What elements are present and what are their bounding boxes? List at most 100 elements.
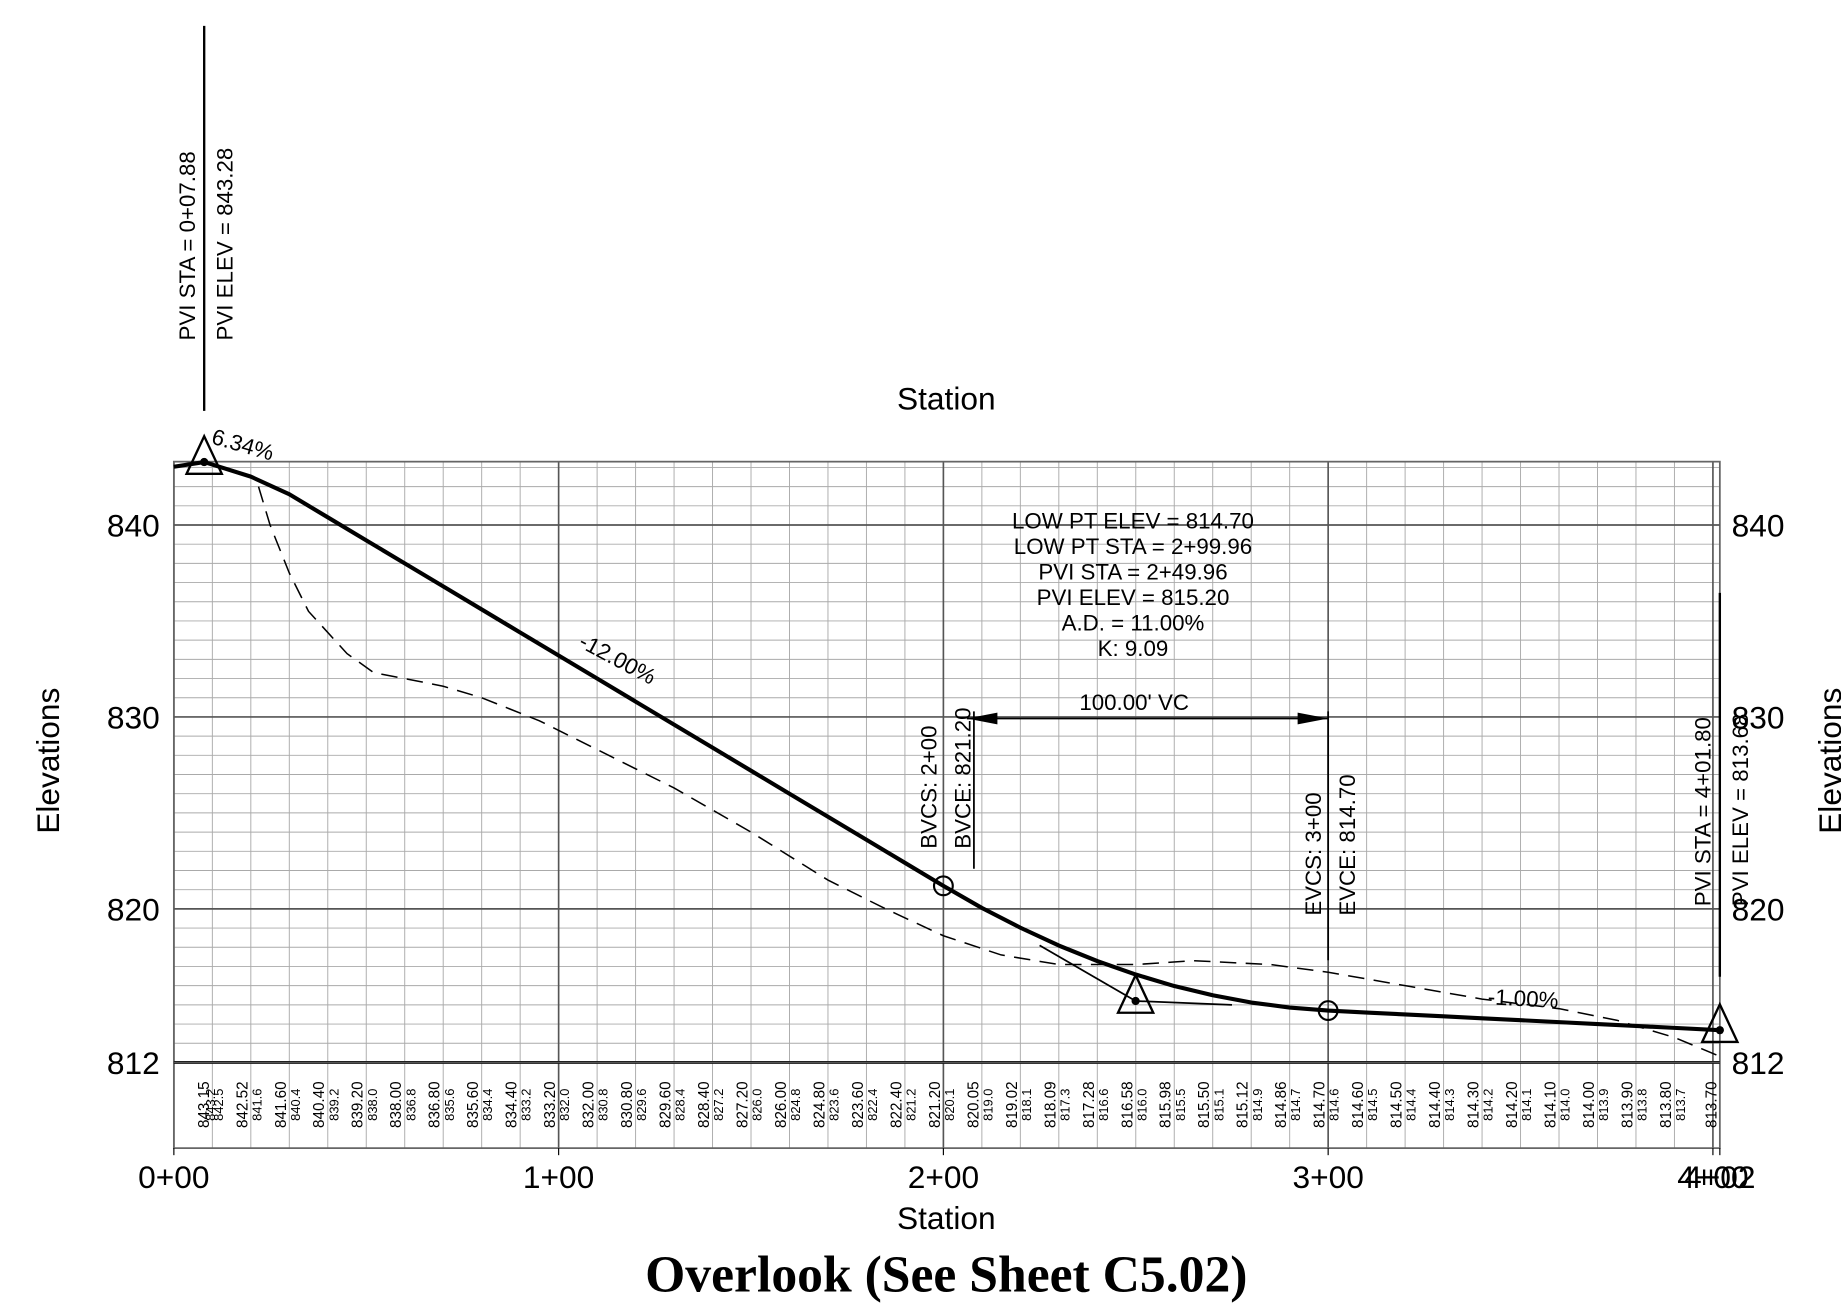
- evc-label: EVCE: 814.70: [1335, 774, 1360, 915]
- pvi-triangle: [1116, 972, 1156, 1014]
- existing-elev: 841.6: [249, 1089, 264, 1121]
- existing-elev: 818.1: [1019, 1089, 1034, 1121]
- existing-elev: 829.6: [634, 1089, 649, 1121]
- existing-elev: 839.2: [326, 1089, 341, 1121]
- y-tick-label: 830: [1732, 700, 1785, 736]
- proposed-elev: 823.60: [850, 1081, 867, 1128]
- proposed-elev: 834.40: [504, 1081, 521, 1128]
- proposed-elev: 814.10: [1542, 1081, 1559, 1128]
- existing-elev: 822.4: [865, 1089, 880, 1121]
- pvi-dot: [200, 457, 209, 467]
- y-tick-label: 820: [1732, 892, 1785, 928]
- left-axis-label: Elevations: [30, 688, 66, 834]
- y-tick-label: 840: [1732, 508, 1785, 544]
- grade-label: 6.34%: [209, 424, 277, 466]
- proposed-elev: 820.05: [965, 1081, 982, 1128]
- pvi-label: PVI ELEV = 843.28: [212, 148, 237, 341]
- y-tick-label: 830: [107, 700, 160, 736]
- proposed-elev: 817.28: [1081, 1081, 1098, 1128]
- tangent: [1135, 1000, 1232, 1006]
- proposed-elev: 841.60: [273, 1081, 290, 1128]
- existing-elev: 817.3: [1057, 1089, 1072, 1121]
- curve-info: A.D. = 11.00%: [1062, 611, 1205, 636]
- proposed-elev: 835.60: [465, 1081, 482, 1128]
- x-tick-label: 2+00: [908, 1159, 979, 1195]
- tangent: [1039, 944, 1137, 1002]
- existing-elev: 833.2: [519, 1089, 534, 1121]
- existing-elev: 832.0: [557, 1089, 572, 1121]
- x-tick-label: 4+02: [1684, 1159, 1755, 1195]
- proposed-elev: 828.40: [696, 1081, 713, 1128]
- existing-elev: 814.6: [1327, 1089, 1342, 1121]
- x-tick-label: 4+00: [1677, 1159, 1748, 1195]
- proposed-elev: 822.40: [888, 1081, 905, 1128]
- existing-elev: 836.8: [403, 1089, 418, 1121]
- y-tick-label: 812: [1732, 1045, 1785, 1081]
- proposed-elev: 830.80: [619, 1081, 636, 1128]
- proposed-elev: 816.58: [1119, 1081, 1136, 1128]
- existing-elev: 814.9: [1250, 1089, 1265, 1121]
- existing-elev: 814.7: [1288, 1089, 1303, 1121]
- y-tick-label: 812: [107, 1045, 160, 1081]
- x-tick-label: 0+00: [138, 1159, 209, 1195]
- curve-info: PVI ELEV = 815.20: [1037, 585, 1230, 610]
- curve-info: LOW PT STA = 2+99.96: [1014, 534, 1252, 559]
- existing-elev: 835.6: [442, 1089, 457, 1121]
- existing-elev: 834.4: [480, 1089, 495, 1121]
- existing-elev: 842.5: [211, 1089, 226, 1121]
- existing-elev: 843.2: [203, 1089, 218, 1121]
- pvi-label: PVI STA = 0+07.88: [175, 151, 200, 340]
- proposed-elev: 814.00: [1581, 1081, 1598, 1128]
- evc-marker: [1317, 1000, 1339, 1022]
- proposed-elev: 840.40: [311, 1081, 328, 1128]
- existing-elev: 814.3: [1442, 1089, 1457, 1121]
- existing-elev: 815.5: [1173, 1089, 1188, 1121]
- bvc-marker: [932, 875, 954, 897]
- existing-elev: 830.8: [596, 1089, 611, 1121]
- y-tick-label: 820: [107, 892, 160, 928]
- proposed-elev: 829.60: [658, 1081, 675, 1128]
- proposed-elev: 836.80: [427, 1081, 444, 1128]
- existing-elev: 840.4: [288, 1089, 303, 1121]
- proposed-elev: 839.20: [350, 1081, 367, 1128]
- proposed-elev: 824.80: [811, 1081, 828, 1128]
- proposed-elev: 813.80: [1658, 1081, 1675, 1128]
- existing-elev: 828.4: [673, 1089, 688, 1121]
- proposed-elev: 814.20: [1504, 1081, 1521, 1128]
- proposed-elev: 821.20: [927, 1081, 944, 1128]
- proposed-elev: 815.50: [1196, 1081, 1213, 1128]
- existing-elev: 824.8: [788, 1089, 803, 1121]
- x-tick-label: 1+00: [523, 1159, 594, 1195]
- proposed-profile: [203, 460, 1720, 1033]
- existing-ground: [257, 486, 1721, 1058]
- existing-elev: 827.2: [711, 1089, 726, 1121]
- vc-arrow: [966, 712, 998, 725]
- start-tangent: [173, 460, 205, 469]
- existing-elev: 814.2: [1481, 1089, 1496, 1121]
- existing-elev: 814.1: [1519, 1089, 1534, 1121]
- proposed-elev: 838.00: [388, 1081, 405, 1128]
- proposed-elev: 814.86: [1273, 1081, 1290, 1128]
- proposed-elev: 814.70: [1312, 1081, 1329, 1128]
- pvi-label: PVI STA = 4+01.80: [1690, 717, 1715, 906]
- vc-length: 100.00' VC: [1079, 690, 1189, 715]
- proposed-elev: 832.00: [581, 1081, 598, 1128]
- existing-elev: 819.0: [980, 1089, 995, 1121]
- bvc-label: BVCE: 821.20: [950, 707, 975, 848]
- proposed-elev: 814.50: [1389, 1081, 1406, 1128]
- pvi-triangle: [1700, 1001, 1740, 1044]
- proposed-elev: 815.12: [1235, 1081, 1252, 1128]
- pvi-label: PVI ELEV = 813.68: [1728, 714, 1753, 907]
- proposed-elev: 819.02: [1004, 1081, 1021, 1128]
- proposed-elev: 813.70: [1703, 1081, 1720, 1128]
- existing-elev: 838.0: [365, 1089, 380, 1121]
- pvi-dot: [1715, 1026, 1724, 1035]
- existing-elev: 826.0: [750, 1089, 765, 1121]
- proposed-elev: 833.20: [542, 1081, 559, 1128]
- existing-elev: 816.6: [1096, 1089, 1111, 1121]
- y-tick-label: 840: [107, 508, 160, 544]
- proposed-elev: 814.40: [1427, 1081, 1444, 1128]
- curve-info: K: 9.09: [1098, 636, 1169, 661]
- existing-elev: 815.1: [1211, 1089, 1226, 1121]
